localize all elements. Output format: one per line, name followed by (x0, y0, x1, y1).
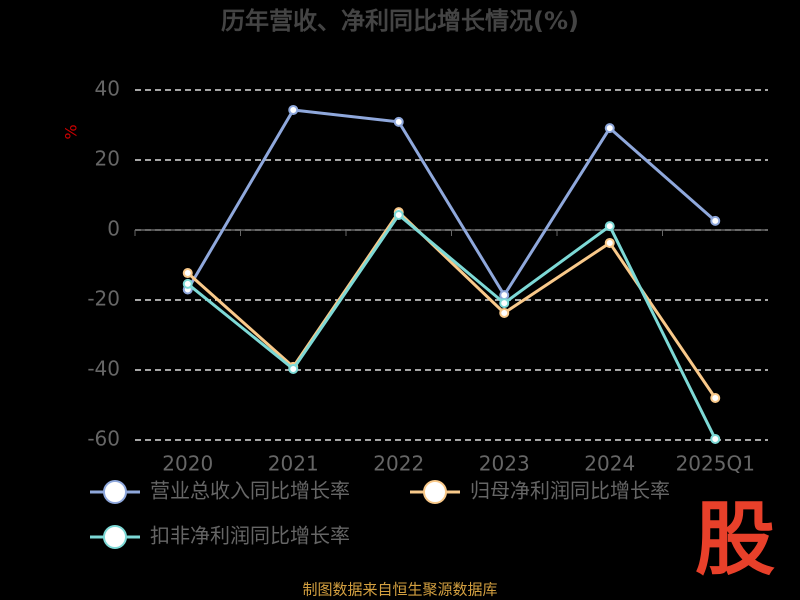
point (604, 123, 615, 134)
point (288, 363, 299, 374)
chart-title: 历年营收、净利同比增长情况(%) (221, 7, 579, 35)
point (393, 116, 404, 127)
point (710, 433, 721, 444)
point (499, 307, 510, 318)
point (499, 298, 510, 309)
x-tick-label: 2020 (162, 452, 213, 476)
point (604, 237, 615, 248)
point (499, 290, 510, 301)
legend-marker (103, 480, 127, 504)
point (393, 209, 404, 220)
legend-label: 归母净利润同比增长率 (470, 479, 670, 503)
point (710, 393, 721, 403)
logo: 股 (695, 493, 775, 586)
y-tick-label: 0 (107, 217, 120, 241)
legend-label: 扣非净利润同比增长率 (150, 524, 350, 548)
legend-label: 营业总收入同比增长率 (150, 479, 350, 503)
point (710, 215, 721, 226)
series-line (186, 209, 717, 399)
y-tick-label: 40 (95, 77, 120, 101)
point (182, 268, 193, 279)
point (182, 278, 193, 289)
y-tick-label: 20 (95, 147, 120, 171)
point (604, 221, 615, 232)
x-tick-label: 2022 (373, 452, 424, 476)
y-tick-label: -60 (87, 427, 120, 451)
series-line (186, 212, 717, 440)
x-tick-label: 2025Q1 (676, 452, 755, 476)
x-tick-label: 2023 (479, 452, 530, 476)
x-tick-label: 2021 (268, 452, 319, 476)
point (288, 104, 299, 115)
source: 制图数据来自恒生聚源数据库 (302, 581, 497, 599)
y-axis-label: % (62, 124, 81, 139)
legend-marker (423, 480, 447, 504)
y-tick-label: -40 (87, 357, 120, 381)
y-tick-label: -20 (87, 287, 120, 311)
x-tick-label: 2024 (584, 452, 635, 476)
legend-marker (103, 525, 127, 549)
series-line (186, 108, 717, 298)
